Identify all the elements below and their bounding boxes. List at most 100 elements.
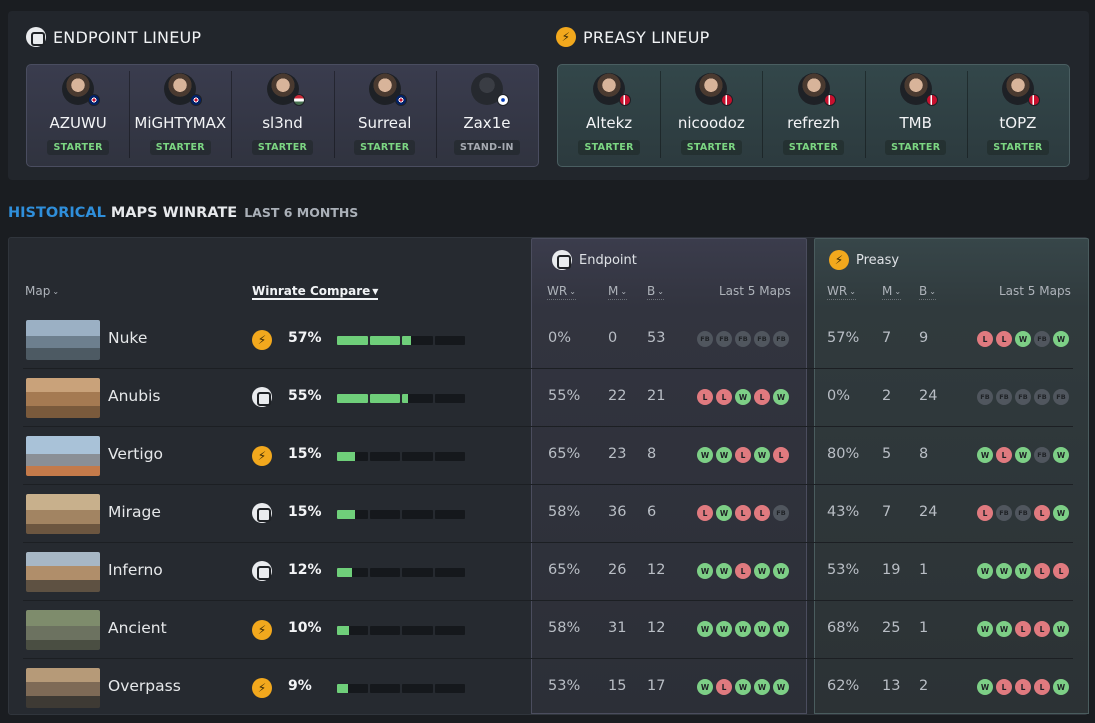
preasy-last5-maps: W L W FB W	[977, 447, 1069, 463]
preasy-bans: 1	[919, 562, 929, 578]
result-badge: W	[977, 679, 993, 695]
row-divider	[23, 658, 1073, 659]
result-badge: W	[977, 621, 993, 637]
player-name: Altekz	[586, 114, 633, 132]
player-card[interactable]: sl3nd STARTER	[231, 65, 333, 166]
map-thumbnail	[26, 436, 100, 476]
table-row[interactable]: Nuke ⚡ 57% 0% 0 53 FB FB FB FB FB 57% 7 9 L L W FB W	[9, 311, 1089, 369]
player-card[interactable]: tOPZ STARTER	[966, 65, 1069, 166]
preasy-matches: 5	[882, 446, 892, 462]
result-badge: FB	[1034, 331, 1050, 347]
result-badge: L	[1034, 621, 1050, 637]
chevron-down-icon: ⌄	[849, 287, 856, 296]
table-row[interactable]: Inferno 12% 65% 26 12 W W L W W 53% 19 1 W W W L L	[9, 543, 1089, 601]
player-name: AZUWU	[49, 114, 107, 132]
endpoint-wr: 0%	[548, 330, 572, 346]
chevron-down-icon: ⌄	[569, 287, 576, 296]
result-badge: W	[977, 447, 993, 463]
result-badge: L	[716, 389, 732, 405]
endpoint-bans: 21	[647, 388, 666, 404]
map-name: Overpass	[108, 677, 181, 695]
country-flag-icon	[88, 94, 101, 106]
player-card[interactable]: Zax1e STAND-IN	[435, 65, 538, 166]
role-badge: STARTER	[578, 140, 640, 155]
player-card[interactable]: MiGHTYMAX STARTER	[129, 65, 231, 166]
country-flag-icon	[496, 94, 509, 106]
preasy-logo-icon: ⚡	[829, 250, 849, 270]
preasy-bans: 8	[919, 446, 929, 462]
country-flag-icon	[721, 94, 734, 106]
preasy-wr-sort[interactable]: WR ⌄	[827, 284, 856, 300]
table-row[interactable]: Anubis 55% 55% 22 21 L L W L W 0% 2 24 FB FB FB FB FB	[9, 369, 1089, 427]
result-badge: L	[1053, 563, 1069, 579]
table-row[interactable]: Overpass ⚡ 9% 53% 15 17 W L W W W 62% 13 2 W L L L W	[9, 659, 1089, 717]
result-badge: FB	[1034, 389, 1050, 405]
player-name: tOPZ	[999, 114, 1037, 132]
player-card[interactable]: Altekz STARTER	[558, 65, 660, 166]
row-divider	[23, 542, 1073, 543]
role-badge: STARTER	[987, 140, 1049, 155]
result-badge: W	[754, 679, 770, 695]
preasy-matches: 2	[882, 388, 892, 404]
avatar	[1001, 73, 1040, 106]
map-thumbnail	[26, 378, 100, 418]
result-badge: W	[773, 679, 789, 695]
player-card[interactable]: TMB STARTER	[864, 65, 967, 166]
endpoint-wr: 55%	[548, 388, 581, 404]
player-card[interactable]: Surreal STARTER	[333, 65, 436, 166]
player-name: Surreal	[358, 114, 412, 132]
country-flag-icon	[925, 94, 938, 106]
preasy-m-sort[interactable]: M ⌄	[882, 284, 902, 300]
player-card[interactable]: nicoodoz STARTER	[660, 65, 762, 166]
result-badge: W	[697, 447, 713, 463]
table-row[interactable]: Vertigo ⚡ 15% 65% 23 8 W W L W L 80% 5 8 W L W FB W	[9, 427, 1089, 485]
preasy-bans: 24	[919, 388, 938, 404]
result-badge: FB	[1034, 447, 1050, 463]
row-divider	[23, 484, 1073, 485]
endpoint-wr: 58%	[548, 504, 581, 520]
player-card[interactable]: refrezh STARTER	[762, 65, 864, 166]
endpoint-wr-sort[interactable]: WR ⌄	[547, 284, 576, 300]
preasy-wr: 68%	[827, 620, 860, 636]
result-badge: FB	[773, 505, 789, 521]
preasy-logo-icon: ⚡	[252, 619, 272, 640]
winrate-compare-sort[interactable]: Winrate Compare ▼	[252, 284, 379, 300]
player-name: MiGHTYMAX	[134, 114, 227, 132]
endpoint-m-sort[interactable]: M ⌄	[608, 284, 628, 300]
result-badge: FB	[773, 331, 789, 347]
result-badge: L	[977, 505, 993, 521]
endpoint-b-sort[interactable]: B ⌄	[647, 284, 664, 300]
endpoint-lineup-card: AZUWU STARTER MiGHTYMAX STARTER sl3nd STARTER…	[26, 64, 539, 167]
result-badge: W	[697, 679, 713, 695]
map-thumbnail	[26, 552, 100, 592]
table-row[interactable]: Mirage 15% 58% 36 6 L W L L FB 43% 7 24 L FB FB L W	[9, 485, 1089, 543]
player-card[interactable]: AZUWU STARTER	[27, 65, 129, 166]
country-flag-icon	[823, 94, 836, 106]
preasy-wr: 43%	[827, 504, 860, 520]
map-name: Ancient	[108, 619, 167, 637]
preasy-matches: 13	[882, 678, 901, 694]
table-row[interactable]: Ancient ⚡ 10% 58% 31 12 W W W W W 68% 25 1 W W L L W	[9, 601, 1089, 659]
result-badge: L	[697, 389, 713, 405]
result-badge: L	[1034, 679, 1050, 695]
winrate-compare-bar	[337, 336, 465, 345]
map-column-sort[interactable]: Map ⌄	[25, 284, 60, 298]
endpoint-bans: 12	[647, 620, 666, 636]
preasy-b-sort[interactable]: B ⌄	[919, 284, 936, 300]
map-name: Mirage	[108, 503, 161, 521]
winrate-compare-value: 15%	[288, 446, 322, 462]
map-name: Nuke	[108, 329, 148, 347]
result-badge: W	[773, 563, 789, 579]
role-badge: STARTER	[782, 140, 845, 155]
preasy-bans: 9	[919, 330, 929, 346]
winrate-compare-bar	[337, 394, 465, 403]
result-badge: FB	[1053, 389, 1069, 405]
result-badge: L	[735, 563, 751, 579]
result-badge: FB	[1015, 505, 1031, 521]
winrate-compare-value: 9%	[288, 678, 312, 694]
result-badge: W	[996, 621, 1012, 637]
endpoint-matches: 23	[608, 446, 627, 462]
result-badge: W	[716, 505, 732, 521]
